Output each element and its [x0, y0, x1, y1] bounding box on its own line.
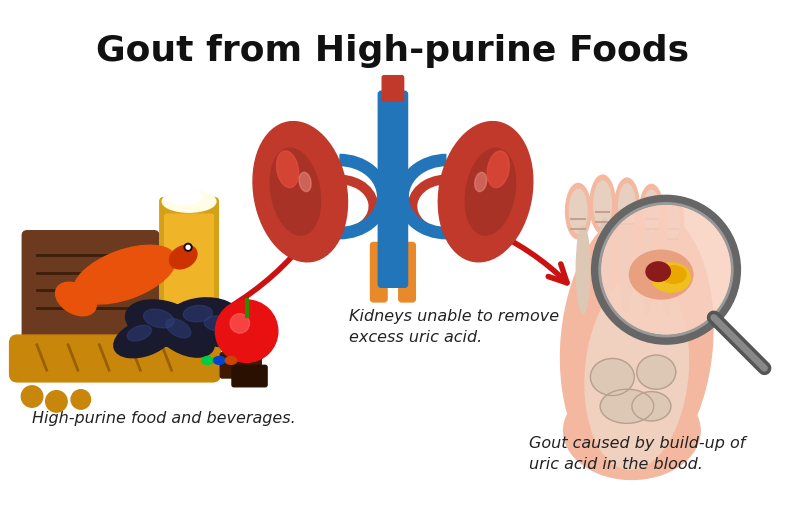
Circle shape: [46, 391, 67, 412]
Ellipse shape: [127, 325, 151, 341]
Ellipse shape: [662, 266, 686, 283]
Circle shape: [184, 243, 192, 251]
Ellipse shape: [299, 172, 311, 192]
Ellipse shape: [166, 298, 239, 339]
FancyBboxPatch shape: [220, 353, 262, 378]
Ellipse shape: [563, 382, 700, 480]
Circle shape: [22, 386, 42, 407]
Ellipse shape: [170, 245, 197, 269]
FancyBboxPatch shape: [398, 242, 415, 302]
Ellipse shape: [438, 122, 533, 262]
Ellipse shape: [474, 172, 486, 192]
Ellipse shape: [570, 189, 587, 233]
Ellipse shape: [666, 203, 680, 239]
Text: Gout caused by build-up of
uric acid in the blood.: Gout caused by build-up of uric acid in …: [530, 436, 746, 471]
Ellipse shape: [270, 148, 321, 235]
FancyBboxPatch shape: [22, 231, 159, 357]
Circle shape: [596, 199, 736, 340]
FancyBboxPatch shape: [10, 335, 220, 382]
Ellipse shape: [662, 242, 672, 315]
Ellipse shape: [643, 190, 659, 232]
Ellipse shape: [277, 151, 298, 188]
Circle shape: [215, 300, 278, 363]
Ellipse shape: [630, 250, 693, 299]
Ellipse shape: [590, 358, 634, 396]
Ellipse shape: [646, 262, 670, 281]
Ellipse shape: [166, 319, 190, 338]
FancyBboxPatch shape: [160, 197, 218, 332]
Ellipse shape: [55, 282, 96, 316]
Ellipse shape: [590, 175, 615, 234]
Text: Gout from High-purine Foods: Gout from High-purine Foods: [96, 34, 690, 68]
Ellipse shape: [126, 300, 202, 347]
Ellipse shape: [143, 309, 174, 328]
Ellipse shape: [204, 316, 230, 331]
Ellipse shape: [162, 191, 216, 212]
FancyBboxPatch shape: [232, 365, 267, 387]
Ellipse shape: [225, 356, 237, 364]
Ellipse shape: [202, 356, 214, 364]
Ellipse shape: [585, 275, 689, 469]
Ellipse shape: [253, 122, 347, 262]
Ellipse shape: [74, 245, 176, 304]
FancyBboxPatch shape: [165, 214, 214, 315]
Ellipse shape: [618, 184, 635, 229]
Ellipse shape: [114, 318, 174, 358]
Ellipse shape: [637, 355, 676, 389]
Ellipse shape: [189, 310, 255, 347]
Ellipse shape: [576, 226, 590, 313]
Ellipse shape: [600, 389, 654, 423]
Ellipse shape: [561, 207, 713, 479]
Circle shape: [186, 246, 190, 249]
Ellipse shape: [466, 148, 516, 235]
Ellipse shape: [651, 263, 690, 292]
FancyBboxPatch shape: [382, 76, 404, 101]
Ellipse shape: [662, 196, 683, 246]
Circle shape: [230, 313, 250, 333]
FancyBboxPatch shape: [378, 91, 407, 287]
Ellipse shape: [620, 221, 632, 313]
Ellipse shape: [214, 356, 225, 364]
Ellipse shape: [632, 392, 671, 421]
Text: High-purine food and beverages.: High-purine food and beverages.: [32, 411, 296, 426]
FancyBboxPatch shape: [370, 242, 387, 302]
Ellipse shape: [165, 189, 202, 205]
Ellipse shape: [183, 305, 213, 322]
Ellipse shape: [566, 183, 591, 239]
Ellipse shape: [642, 229, 654, 314]
Ellipse shape: [487, 151, 510, 188]
Ellipse shape: [640, 184, 663, 238]
Ellipse shape: [598, 219, 611, 311]
Ellipse shape: [615, 178, 639, 235]
Circle shape: [71, 390, 90, 409]
Text: Kidneys unable to remove
excess uric acid.: Kidneys unable to remove excess uric aci…: [349, 309, 559, 345]
Ellipse shape: [152, 309, 214, 357]
Ellipse shape: [594, 181, 611, 228]
